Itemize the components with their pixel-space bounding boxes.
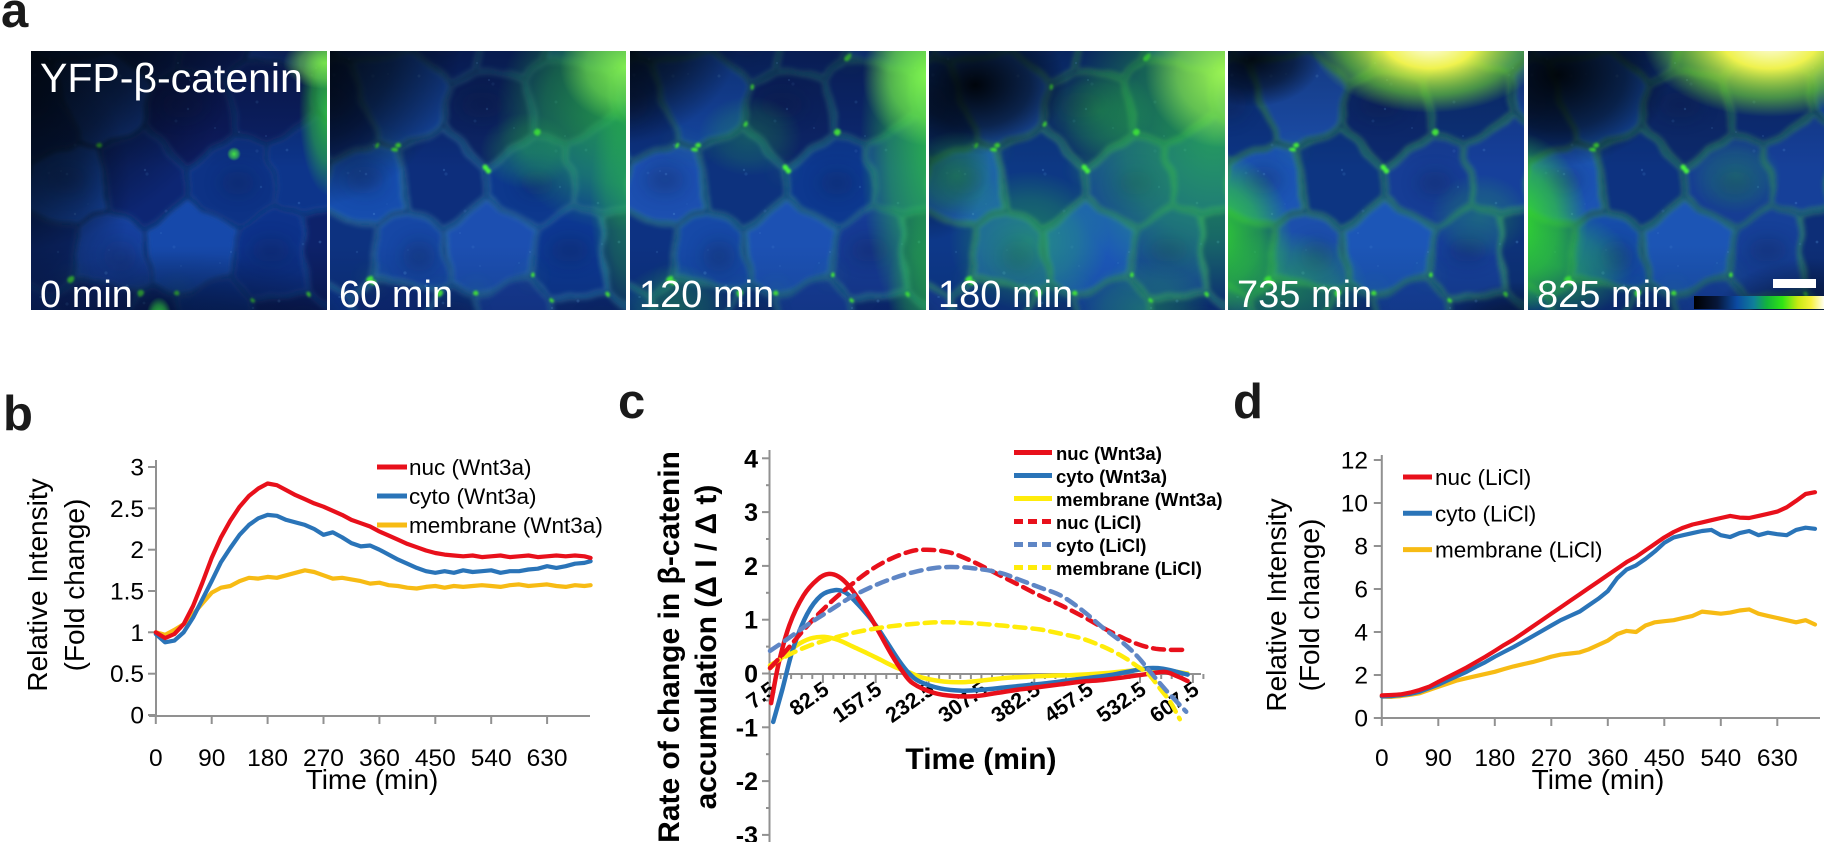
svg-text:membrane (LiCl): membrane (LiCl) xyxy=(1056,558,1202,579)
svg-text:307.5: 307.5 xyxy=(934,677,992,728)
svg-text:-3: -3 xyxy=(736,822,758,842)
svg-text:1.5: 1.5 xyxy=(110,579,144,606)
svg-text:membrane (Wnt3a): membrane (Wnt3a) xyxy=(1056,489,1223,510)
svg-text:0 min: 0 min xyxy=(40,274,133,310)
svg-text:825 min: 825 min xyxy=(1537,274,1672,310)
svg-text:d: d xyxy=(1233,375,1263,429)
svg-text:(Fold change): (Fold change) xyxy=(1294,519,1325,692)
svg-text:-1: -1 xyxy=(736,714,758,742)
svg-text:c: c xyxy=(618,375,645,429)
svg-text:accumulation (Δ I / Δ t): accumulation (Δ I / Δ t) xyxy=(690,485,723,810)
svg-text:Time (min): Time (min) xyxy=(306,764,439,795)
svg-text:10: 10 xyxy=(1341,491,1368,518)
svg-text:nuc (Wnt3a): nuc (Wnt3a) xyxy=(1056,443,1162,464)
svg-text:4: 4 xyxy=(744,445,758,473)
svg-text:2: 2 xyxy=(130,537,144,564)
svg-text:1: 1 xyxy=(130,620,144,647)
svg-text:82.5: 82.5 xyxy=(785,677,833,721)
svg-text:Rate of change in β-catenin: Rate of change in β-catenin xyxy=(653,451,686,842)
svg-text:membrane (Wnt3a): membrane (Wnt3a) xyxy=(409,513,603,538)
svg-text:nuc (LiCl): nuc (LiCl) xyxy=(1435,465,1531,490)
svg-text:6: 6 xyxy=(1354,577,1368,604)
svg-text:540: 540 xyxy=(1700,745,1741,772)
svg-text:Relative Intensity: Relative Intensity xyxy=(1261,498,1292,711)
svg-text:(Fold change): (Fold change) xyxy=(59,499,90,672)
svg-text:157.5: 157.5 xyxy=(828,677,886,728)
svg-text:532.5: 532.5 xyxy=(1093,677,1151,728)
svg-text:120 min: 120 min xyxy=(639,274,774,310)
svg-text:2.5: 2.5 xyxy=(110,496,144,523)
svg-text:60 min: 60 min xyxy=(339,274,453,310)
svg-text:630: 630 xyxy=(527,745,568,772)
svg-text:360: 360 xyxy=(1587,745,1628,772)
svg-text:Time (min): Time (min) xyxy=(905,743,1056,776)
svg-text:Relative Intensity: Relative Intensity xyxy=(22,478,53,691)
svg-text:630: 630 xyxy=(1757,745,1798,772)
svg-text:2: 2 xyxy=(1354,663,1368,690)
svg-text:90: 90 xyxy=(1425,745,1452,772)
svg-text:3: 3 xyxy=(130,455,144,482)
svg-text:cyto (LiCl): cyto (LiCl) xyxy=(1056,535,1146,556)
svg-text:0: 0 xyxy=(149,745,163,772)
svg-text:12: 12 xyxy=(1341,448,1368,475)
svg-text:0: 0 xyxy=(1375,745,1389,772)
svg-text:3: 3 xyxy=(744,499,758,527)
svg-text:90: 90 xyxy=(198,745,225,772)
svg-text:270: 270 xyxy=(303,745,344,772)
svg-text:735 min: 735 min xyxy=(1237,274,1372,310)
svg-text:1: 1 xyxy=(744,607,758,635)
svg-text:cyto (LiCl): cyto (LiCl) xyxy=(1435,501,1536,526)
svg-text:membrane (LiCl): membrane (LiCl) xyxy=(1435,538,1603,563)
svg-text:540: 540 xyxy=(471,745,512,772)
svg-text:450: 450 xyxy=(1644,745,1685,772)
svg-text:180 min: 180 min xyxy=(938,274,1073,310)
svg-text:450: 450 xyxy=(415,745,456,772)
svg-text:cyto (Wnt3a): cyto (Wnt3a) xyxy=(1056,466,1167,487)
svg-text:360: 360 xyxy=(359,745,400,772)
svg-text:cyto (Wnt3a): cyto (Wnt3a) xyxy=(409,484,537,509)
svg-text:8: 8 xyxy=(1354,534,1368,561)
svg-text:2: 2 xyxy=(744,553,758,581)
svg-text:b: b xyxy=(3,387,33,441)
svg-text:a: a xyxy=(1,0,29,38)
svg-text:0.5: 0.5 xyxy=(110,661,144,688)
svg-text:180: 180 xyxy=(1474,745,1515,772)
svg-text:nuc (LiCl): nuc (LiCl) xyxy=(1056,512,1141,533)
svg-text:0: 0 xyxy=(1354,706,1368,733)
svg-text:Time (min): Time (min) xyxy=(1532,764,1665,795)
svg-text:YFP-β-catenin: YFP-β-catenin xyxy=(40,55,303,101)
svg-text:0: 0 xyxy=(130,703,144,730)
svg-text:-2: -2 xyxy=(736,768,758,796)
svg-text:0: 0 xyxy=(744,661,758,689)
svg-text:nuc (Wnt3a): nuc (Wnt3a) xyxy=(409,455,532,480)
svg-text:4: 4 xyxy=(1354,620,1368,647)
svg-text:270: 270 xyxy=(1531,745,1572,772)
svg-text:180: 180 xyxy=(247,745,288,772)
